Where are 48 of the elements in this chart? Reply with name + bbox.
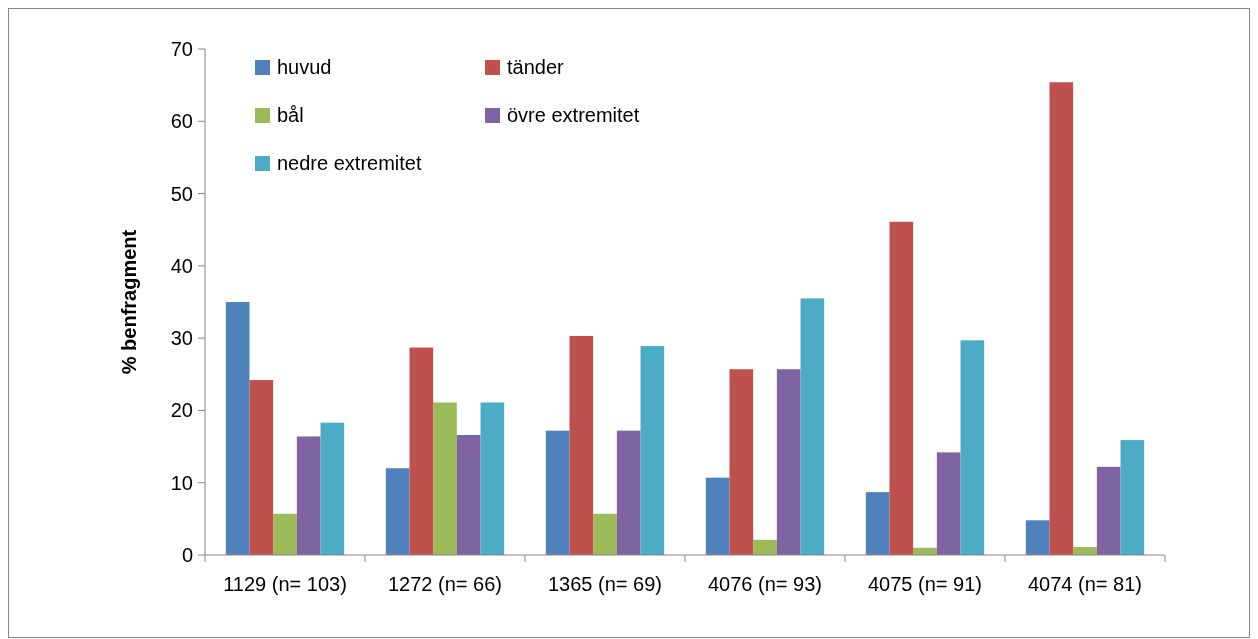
bar xyxy=(545,430,570,555)
bar xyxy=(776,369,801,555)
bar xyxy=(1096,466,1121,555)
bar xyxy=(385,468,410,555)
bar xyxy=(409,347,434,555)
x-tick-label: 4075 (n= 91) xyxy=(868,573,982,595)
x-tick-label: 4076 (n= 93) xyxy=(708,573,822,595)
legend-label: nedre extremitet xyxy=(277,152,422,174)
bar xyxy=(616,430,641,555)
bar xyxy=(753,539,777,555)
bar xyxy=(569,335,594,555)
bar xyxy=(433,402,457,555)
y-axis-title: % benfragment xyxy=(118,229,140,375)
bar xyxy=(1120,440,1145,555)
bar xyxy=(865,492,890,555)
y-tick-label: 10 xyxy=(170,471,193,494)
x-tick-label: 4074 (n= 81) xyxy=(1028,573,1142,595)
y-tick-label: 0 xyxy=(181,544,193,566)
y-tick-label: 40 xyxy=(170,254,193,277)
bar xyxy=(225,302,250,555)
bar xyxy=(1049,82,1074,555)
y-tick-label: 20 xyxy=(170,399,193,422)
bar xyxy=(960,340,985,555)
x-tick-label: 1129 (n= 103) xyxy=(223,573,347,595)
bar xyxy=(320,422,345,555)
legend-label: tänder xyxy=(507,56,565,78)
bar xyxy=(705,477,730,555)
legend-label: bål xyxy=(277,104,304,126)
bar xyxy=(296,436,321,555)
bar xyxy=(456,435,481,555)
y-tick-label: 70 xyxy=(170,38,193,60)
bar xyxy=(273,513,297,555)
bar xyxy=(480,402,505,555)
y-tick-label: 50 xyxy=(170,182,193,205)
bar xyxy=(1025,520,1050,555)
bar xyxy=(640,346,665,555)
y-tick-label: 60 xyxy=(170,110,193,133)
bar xyxy=(249,380,274,555)
x-tick-label: 1272 (n= 66) xyxy=(388,573,502,595)
legend-label: övre extremitet xyxy=(507,104,640,126)
y-tick-label: 30 xyxy=(170,327,193,350)
bar xyxy=(593,513,617,555)
bar xyxy=(729,369,754,555)
bar xyxy=(936,452,961,555)
legend-label: huvud xyxy=(277,56,332,78)
bar xyxy=(889,221,914,555)
x-tick-label: 1365 (n= 69) xyxy=(548,573,662,595)
bar xyxy=(800,298,825,555)
